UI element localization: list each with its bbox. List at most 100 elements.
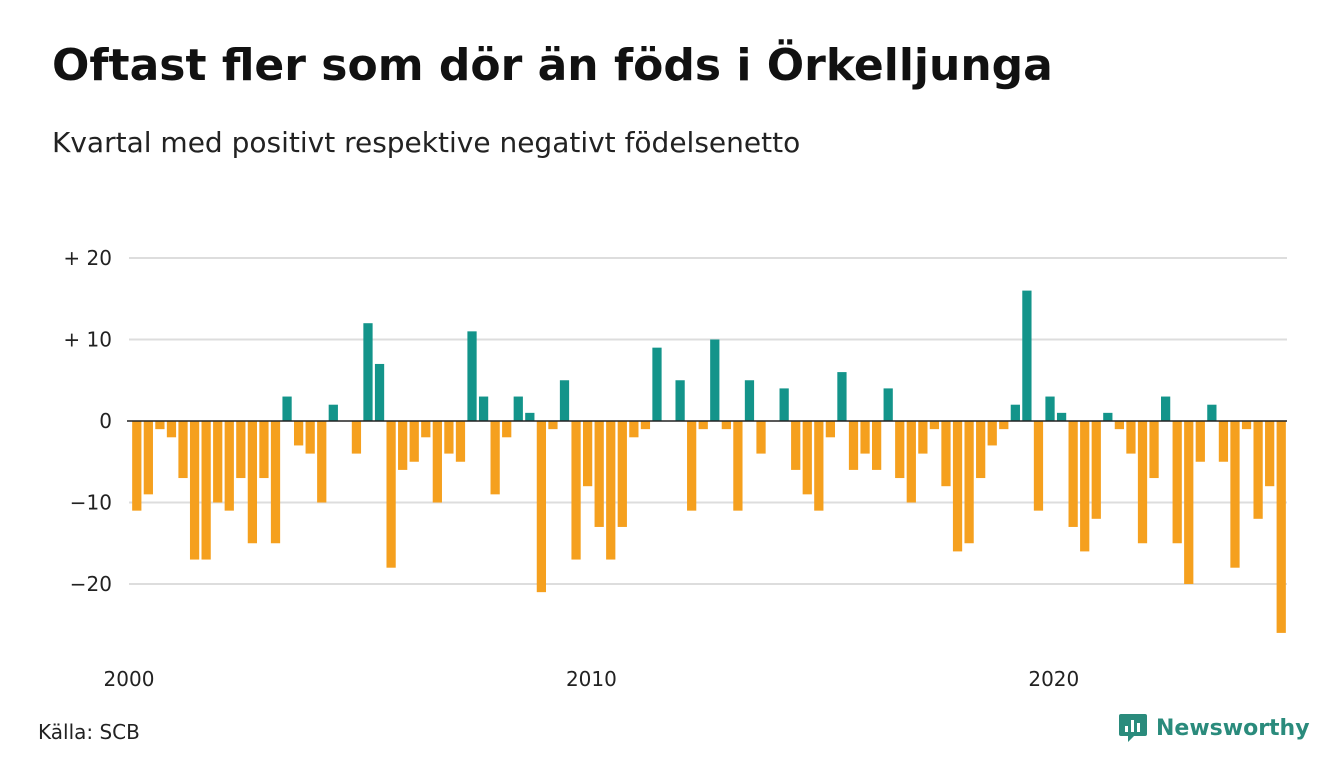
bar (455, 421, 466, 462)
bar (848, 421, 859, 470)
bar (166, 421, 177, 438)
bar (398, 421, 408, 470)
bar (1010, 404, 1020, 421)
bar (1126, 421, 1136, 454)
bar (1207, 404, 1217, 421)
bar (1172, 421, 1182, 544)
bar (328, 404, 338, 421)
bar (687, 421, 697, 511)
bar (432, 421, 442, 503)
bar (1195, 421, 1205, 462)
bar (270, 421, 281, 544)
bar (1230, 421, 1240, 568)
bar (929, 421, 940, 430)
bar (178, 421, 188, 479)
x-tick-label: 2000 (104, 667, 155, 691)
bar-chart: + 20 + 10 0 −10 −20 2000 2010 2020 (63, 246, 1287, 691)
x-tick-label: 2010 (566, 667, 617, 691)
bar (559, 380, 570, 421)
bar (1103, 412, 1113, 421)
source-label: Källa: SCB (38, 720, 140, 744)
bar (386, 421, 396, 568)
bar (779, 388, 789, 421)
bar (837, 372, 847, 421)
bar (1033, 421, 1044, 511)
bar (536, 421, 547, 593)
bar (259, 421, 269, 479)
bar (802, 421, 812, 495)
bar (236, 421, 246, 479)
bar (883, 388, 893, 421)
bar (444, 421, 454, 454)
bar (756, 421, 766, 454)
bar (721, 421, 731, 430)
y-tick-label: + 10 (63, 328, 112, 352)
bar (744, 380, 755, 421)
bar (1080, 421, 1090, 552)
bar (571, 421, 581, 560)
bar (374, 363, 385, 421)
y-tick-label: −20 (70, 572, 112, 596)
bar (305, 421, 315, 454)
bar (1022, 290, 1032, 421)
bar (282, 396, 292, 421)
bar (1091, 421, 1101, 519)
bar (317, 421, 327, 503)
bar (132, 421, 142, 511)
bar (490, 421, 500, 495)
bars (132, 290, 1286, 633)
axes: + 20 + 10 0 −10 −20 2000 2010 2020 (63, 246, 1287, 691)
bar (1045, 396, 1055, 421)
bar (143, 421, 153, 495)
brand-logo: Newsworthy (1118, 712, 1310, 744)
bar (999, 421, 1009, 430)
bar (294, 421, 304, 446)
bar (941, 421, 951, 487)
bar (1056, 412, 1067, 421)
y-tick-label: −10 (70, 491, 112, 515)
chart-subtitle: Kvartal med positivt respektive negativt… (52, 126, 801, 159)
bar (213, 421, 223, 503)
bar (351, 421, 362, 454)
bar (201, 421, 211, 560)
bar (363, 323, 373, 421)
bar (594, 421, 604, 527)
bar (421, 421, 431, 438)
bar (1241, 421, 1252, 430)
bar (583, 421, 593, 487)
bar (710, 339, 720, 421)
x-tick-label: 2020 (1028, 667, 1079, 691)
bar (733, 421, 743, 511)
bar (617, 421, 627, 527)
bar (675, 380, 685, 421)
bar (247, 421, 258, 544)
bar (952, 421, 963, 552)
bar (987, 421, 997, 446)
bar (640, 421, 651, 430)
bar (652, 347, 662, 421)
bar (606, 421, 616, 560)
bar (825, 421, 836, 438)
bar (895, 421, 905, 479)
chart-title: Oftast fler som dör än föds i Örkelljung… (52, 40, 1053, 91)
bar (698, 421, 708, 430)
bar (906, 421, 916, 503)
bar (548, 421, 558, 430)
bar (1149, 421, 1159, 479)
bar (976, 421, 986, 479)
bar (1184, 421, 1194, 584)
y-tick-label: + 20 (63, 246, 112, 270)
bar (189, 421, 200, 560)
bar (525, 412, 535, 421)
bar (467, 331, 477, 421)
bar (1137, 421, 1148, 544)
bar (1161, 396, 1171, 421)
bar (872, 421, 882, 470)
bar (964, 421, 974, 544)
bar (1265, 421, 1275, 487)
bar (860, 421, 870, 454)
bar (1068, 421, 1078, 527)
bar (791, 421, 801, 470)
bar (1218, 421, 1229, 462)
bar (1253, 421, 1263, 519)
